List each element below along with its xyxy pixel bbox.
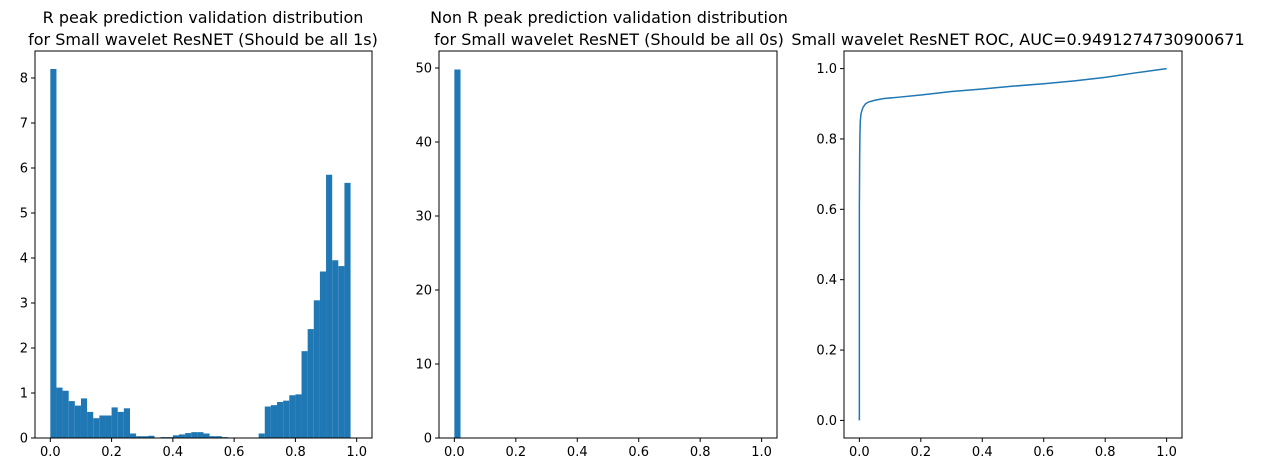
- histogram-bar: [185, 433, 192, 438]
- chart-title-line: Small wavelet ResNET ROC, AUC=0.94912747…: [791, 30, 1244, 49]
- histogram-bar: [123, 408, 130, 438]
- histogram-bar: [313, 300, 320, 438]
- y-tick-label: 1: [20, 387, 28, 402]
- y-tick-label: 0.6: [816, 203, 837, 218]
- y-tick-label: 5: [20, 207, 28, 222]
- histogram-bar: [338, 266, 345, 438]
- histogram-bar: [93, 418, 100, 438]
- y-tick-label: 0.4: [816, 273, 837, 288]
- histogram-bar: [319, 271, 327, 438]
- x-tick-label: 1.0: [1156, 445, 1177, 460]
- x-tick-label: 0.2: [101, 445, 122, 460]
- histogram-bar: [215, 436, 222, 438]
- histogram-bar: [142, 436, 149, 438]
- y-tick-label: 2: [20, 342, 28, 357]
- y-tick-label: 30: [415, 210, 432, 225]
- y-tick-label: 3: [20, 297, 28, 312]
- x-tick-label: 0.8: [1095, 445, 1116, 460]
- y-tick-label: 4: [20, 252, 28, 267]
- histogram-bar: [332, 260, 339, 438]
- y-tick-label: 6: [20, 162, 28, 177]
- chart-3: Small wavelet ResNET ROC, AUC=0.94912747…: [791, 30, 1244, 460]
- x-tick-label: 0.0: [849, 445, 870, 460]
- x-tick-label: 1.0: [751, 445, 772, 460]
- histogram-bar: [99, 415, 106, 438]
- chart-title-line: for Small wavelet ResNET (Should be all …: [28, 30, 378, 49]
- y-tick-label: 10: [415, 358, 432, 373]
- x-tick-label: 0.0: [444, 445, 465, 460]
- histogram-bar: [87, 411, 94, 438]
- x-tick-label: 0.4: [163, 445, 184, 460]
- histogram-bar: [258, 433, 265, 438]
- axes-frame: [438, 50, 778, 439]
- histogram-bar: [172, 435, 179, 438]
- histogram-bar: [454, 69, 461, 438]
- x-tick-label: 0.2: [910, 445, 931, 460]
- histogram-bar: [344, 182, 351, 438]
- y-tick-label: 1.0: [816, 62, 837, 77]
- y-tick-label: 0.8: [816, 132, 837, 147]
- x-tick-label: 0.8: [690, 445, 711, 460]
- y-tick-label: 50: [415, 62, 432, 77]
- histogram-bar: [117, 411, 124, 438]
- y-tick-label: 40: [415, 136, 432, 151]
- histogram-bar: [148, 435, 155, 438]
- histogram-bar: [62, 390, 69, 438]
- roc-curve-line: [858, 67, 1167, 421]
- histogram-bar: [283, 400, 290, 438]
- histogram-bar: [203, 433, 210, 438]
- y-tick-label: 7: [20, 117, 28, 132]
- y-tick-label: 0.2: [816, 344, 837, 359]
- x-tick-label: 0.4: [972, 445, 993, 460]
- x-tick-label: 0.4: [567, 445, 588, 460]
- histogram-bar: [197, 432, 204, 438]
- histogram-bar: [111, 407, 118, 438]
- x-tick-label: 0.0: [40, 445, 61, 460]
- histogram-bar: [74, 405, 81, 438]
- histogram-bar: [129, 433, 137, 438]
- histogram-bar: [56, 387, 63, 438]
- chart-1: R peak prediction validation distributio…: [20, 8, 378, 460]
- chart-title-line: R peak prediction validation distributio…: [43, 8, 364, 27]
- x-tick-label: 0.8: [285, 445, 306, 460]
- chart-title-line: Non R peak prediction validation distrib…: [430, 8, 788, 27]
- y-tick-label: 20: [415, 284, 432, 299]
- chart-2: Non R peak prediction validation distrib…: [415, 8, 787, 460]
- x-tick-label: 1.0: [346, 445, 367, 460]
- histogram-bar: [326, 174, 333, 438]
- histogram-bar: [295, 394, 302, 438]
- histogram-bar: [270, 405, 278, 438]
- histogram-bar: [191, 432, 198, 438]
- axes-frame: [34, 50, 373, 439]
- x-tick-label: 0.6: [628, 445, 649, 460]
- histogram-bar: [209, 436, 216, 438]
- histogram-bar: [50, 69, 57, 438]
- y-tick-label: 0: [424, 432, 432, 447]
- x-tick-label: 0.6: [1033, 445, 1054, 460]
- histogram-bar: [68, 401, 75, 438]
- histogram-bar: [307, 329, 314, 438]
- histogram-bar: [301, 351, 308, 438]
- y-tick-label: 0.0: [816, 414, 837, 429]
- y-tick-label: 0: [20, 432, 28, 447]
- histogram-bar: [264, 406, 271, 438]
- histogram-bar: [136, 436, 143, 438]
- x-tick-label: 0.6: [224, 445, 245, 460]
- histogram-bar: [178, 434, 186, 438]
- x-tick-label: 0.2: [505, 445, 526, 460]
- histogram-bar: [105, 415, 112, 438]
- histogram-bar: [289, 395, 296, 438]
- axes-frame: [843, 50, 1183, 439]
- histogram-bar: [277, 402, 284, 438]
- chart-title-line: for Small wavelet ResNET (Should be all …: [434, 30, 784, 49]
- y-tick-label: 8: [20, 72, 28, 87]
- histogram-bar: [80, 398, 88, 438]
